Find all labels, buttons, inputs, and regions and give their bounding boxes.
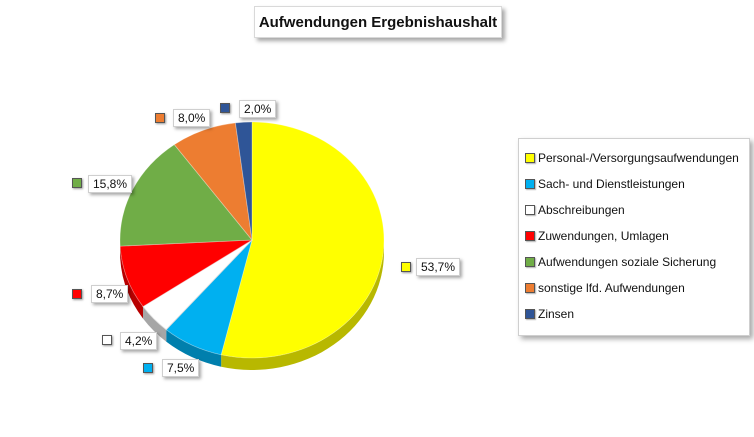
data-label-swatch <box>220 103 230 113</box>
legend-item: Personal-/Versorgungsaufwendungen <box>525 151 739 165</box>
pie-slice-6 <box>234 121 253 241</box>
data-label-swatch <box>102 335 112 345</box>
data-label: 15,8% <box>88 175 133 193</box>
legend-item: Sach- und Dienstleistungen <box>525 177 685 191</box>
data-label-swatch <box>155 113 165 123</box>
pie-slice-2 <box>142 239 253 331</box>
pie-slice-4 <box>119 144 253 247</box>
legend-swatch <box>525 283 535 293</box>
pie-slice-0 <box>220 121 385 359</box>
legend-swatch <box>525 205 535 215</box>
legend-item: Abschreibungen <box>525 203 625 217</box>
legend-swatch <box>525 231 535 241</box>
data-label: 4,2% <box>120 332 158 350</box>
legend-label: Aufwendungen soziale Sicherung <box>538 255 717 269</box>
pie-slice-side-2 <box>142 306 167 342</box>
data-label-swatch <box>401 262 411 272</box>
legend: Personal-/Versorgungsaufwendungen Sach- u… <box>518 138 750 336</box>
pie-slice-3 <box>119 239 253 308</box>
legend-swatch <box>525 257 535 267</box>
pie-slice-5 <box>173 122 253 242</box>
legend-label: Personal-/Versorgungsaufwendungen <box>538 151 739 165</box>
legend-label: Sach- und Dienstleistungen <box>538 177 685 191</box>
data-label-swatch <box>72 178 82 188</box>
legend-label: Zuwendungen, Umlagen <box>538 229 669 243</box>
pie-slice-side-1 <box>166 329 222 367</box>
legend-swatch <box>525 309 535 319</box>
data-label: 8,0% <box>173 109 211 127</box>
legend-label: sonstige lfd. Aufwendungen <box>538 281 685 295</box>
data-label-swatch <box>143 363 153 373</box>
data-label: 7,5% <box>162 359 200 377</box>
legend-swatch <box>525 153 535 163</box>
legend-swatch <box>525 179 535 189</box>
data-label-swatch <box>72 289 82 299</box>
data-label: 2,0% <box>239 100 277 118</box>
data-label: 8,7% <box>91 285 129 303</box>
legend-label: Abschreibungen <box>538 203 625 217</box>
legend-item: Aufwendungen soziale Sicherung <box>525 255 716 269</box>
legend-item: Zuwendungen, Umlagen <box>525 229 669 243</box>
legend-item: Zinsen <box>525 307 574 321</box>
chart-title: Aufwendungen Ergebnishaushalt <box>254 6 502 38</box>
data-label: 53,7% <box>416 258 461 276</box>
legend-label: Zinsen <box>538 307 575 321</box>
pie-slice-side-3 <box>120 246 143 319</box>
legend-item: sonstige lfd. Aufwendungen <box>525 281 685 295</box>
